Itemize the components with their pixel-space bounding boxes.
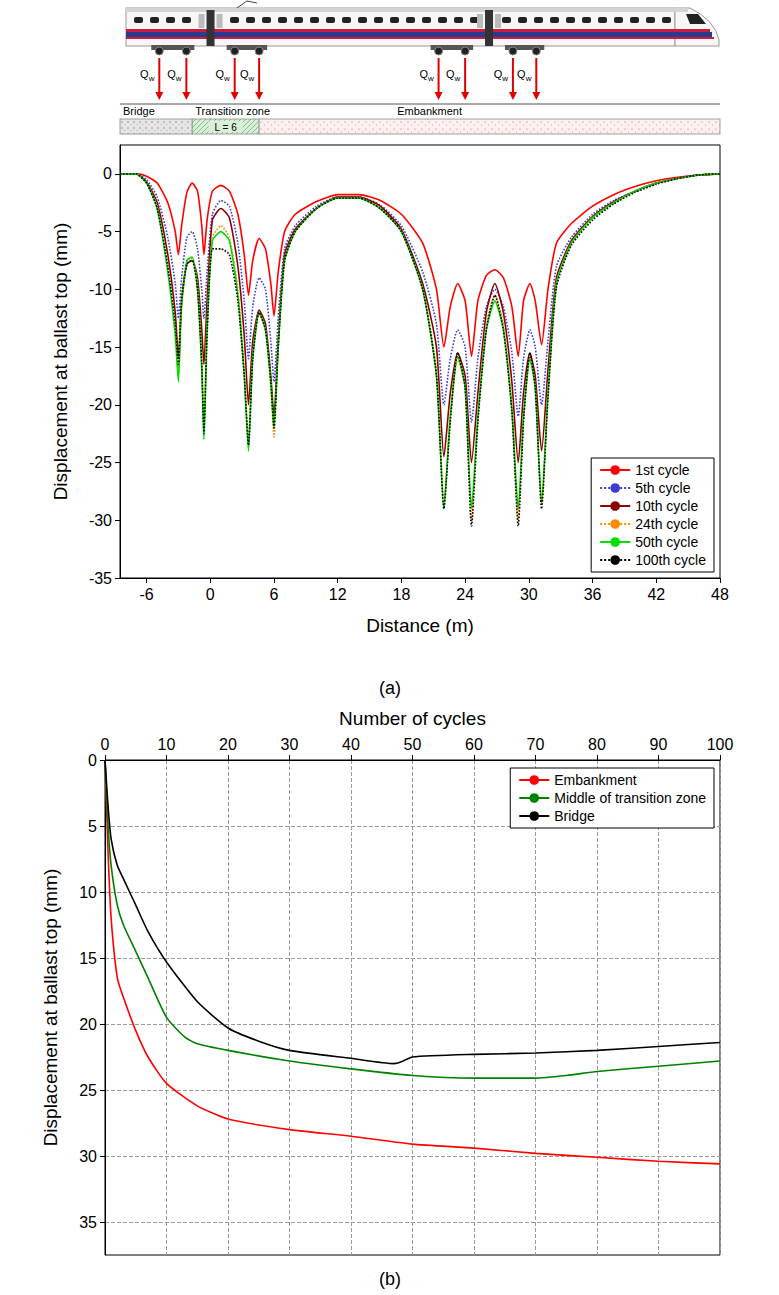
svg-text:-20: -20 <box>89 396 112 413</box>
svg-text:0: 0 <box>103 165 112 182</box>
svg-text:Embankment: Embankment <box>397 105 462 117</box>
svg-text:18: 18 <box>393 586 411 603</box>
svg-text:12: 12 <box>329 586 347 603</box>
svg-text:Bridge: Bridge <box>554 808 595 824</box>
svg-text:Displacement at ballast top (m: Displacement at ballast top (mm) <box>40 869 61 1147</box>
svg-text:30: 30 <box>520 586 538 603</box>
svg-text:15: 15 <box>79 950 97 967</box>
svg-text:Distance (m): Distance (m) <box>366 615 474 636</box>
svg-text:5th cycle: 5th cycle <box>635 480 690 496</box>
svg-text:-25: -25 <box>89 454 112 471</box>
svg-text:0: 0 <box>101 736 110 753</box>
svg-text:-35: -35 <box>89 570 112 587</box>
svg-text:30: 30 <box>281 736 299 753</box>
svg-text:100th cycle: 100th cycle <box>635 552 706 568</box>
svg-text:Qw: Qw <box>517 68 532 83</box>
svg-text:80: 80 <box>588 736 606 753</box>
svg-text:0: 0 <box>88 752 97 769</box>
svg-text:90: 90 <box>650 736 668 753</box>
svg-text:(b): (b) <box>379 1269 401 1289</box>
svg-text:1st cycle: 1st cycle <box>635 462 690 478</box>
svg-text:Qw: Qw <box>446 68 461 83</box>
svg-text:10: 10 <box>158 736 176 753</box>
svg-text:0: 0 <box>206 586 215 603</box>
svg-text:50th cycle: 50th cycle <box>635 534 698 550</box>
svg-text:Number of cycles: Number of cycles <box>339 708 486 729</box>
svg-text:48: 48 <box>711 586 729 603</box>
svg-text:20: 20 <box>79 1016 97 1033</box>
svg-text:Qw: Qw <box>419 68 434 83</box>
svg-text:Qw: Qw <box>140 68 155 83</box>
svg-text:60: 60 <box>465 736 483 753</box>
svg-text:42: 42 <box>647 586 665 603</box>
svg-text:20: 20 <box>219 736 237 753</box>
svg-text:50: 50 <box>404 736 422 753</box>
svg-text:Qw: Qw <box>240 68 255 83</box>
svg-text:6: 6 <box>270 586 279 603</box>
svg-text:36: 36 <box>584 586 602 603</box>
svg-text:Qw: Qw <box>167 68 182 83</box>
svg-text:L = 6: L = 6 <box>215 122 238 133</box>
svg-text:100: 100 <box>707 736 734 753</box>
svg-text:Displacement at ballast top (m: Displacement at ballast top (mm) <box>50 223 71 501</box>
svg-text:-30: -30 <box>89 512 112 529</box>
svg-text:30: 30 <box>79 1148 97 1165</box>
svg-text:Middle of transition zone: Middle of transition zone <box>554 790 706 806</box>
svg-text:40: 40 <box>342 736 360 753</box>
svg-text:-5: -5 <box>98 223 112 240</box>
svg-text:Transition zone: Transition zone <box>195 105 270 117</box>
svg-text:24: 24 <box>456 586 474 603</box>
svg-text:-10: -10 <box>89 281 112 298</box>
svg-text:10: 10 <box>79 884 97 901</box>
svg-text:Qw: Qw <box>216 68 231 83</box>
svg-text:10th cycle: 10th cycle <box>635 498 698 514</box>
svg-text:5: 5 <box>88 818 97 835</box>
svg-text:24th cycle: 24th cycle <box>635 516 698 532</box>
svg-text:70: 70 <box>527 736 545 753</box>
svg-text:25: 25 <box>79 1082 97 1099</box>
svg-text:Embankment: Embankment <box>554 772 637 788</box>
svg-text:Bridge: Bridge <box>123 105 155 117</box>
svg-text:(a): (a) <box>379 678 401 698</box>
svg-text:Qw: Qw <box>494 68 509 83</box>
svg-text:-15: -15 <box>89 339 112 356</box>
svg-text:-6: -6 <box>139 586 153 603</box>
svg-text:35: 35 <box>79 1214 97 1231</box>
